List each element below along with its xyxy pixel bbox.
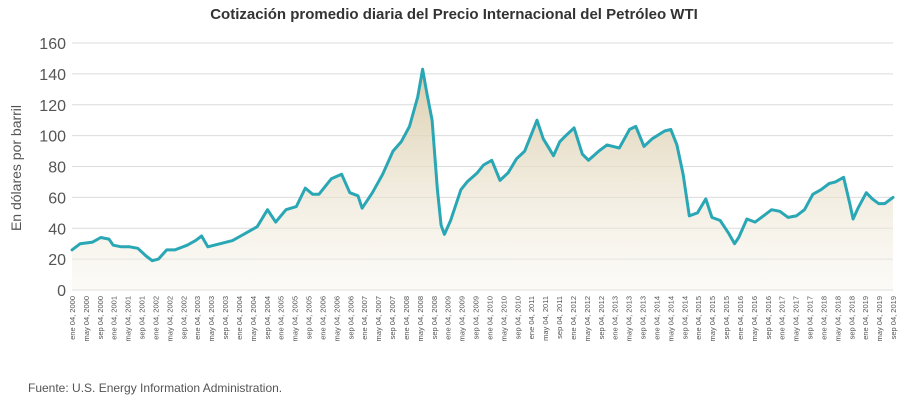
x-tick-label: may 04, 2018: [833, 296, 842, 341]
series-line: [70, 67, 895, 263]
x-tick-label: sep 04, 2005: [305, 296, 314, 339]
x-tick-label: may 04, 2007: [374, 296, 383, 341]
x-tick-label: may 04, 2011: [541, 296, 550, 341]
x-tick-label: may 04, 2009: [458, 296, 467, 341]
y-axis: 0 20 40 60 80 100 120 140 160: [39, 36, 66, 300]
x-tick-label: sep 04, 2012: [597, 296, 606, 339]
x-tick-label: sep 04, 2004: [263, 296, 272, 339]
x-tick-label: sep 04, 2015: [722, 296, 731, 339]
x-tick-label: sep 04, 2014: [680, 296, 689, 339]
x-tick-label: may 04, 2003: [207, 296, 216, 341]
x-tick-label: ene 04, 2016: [736, 296, 745, 340]
x-tick-label: may 04, 2004: [249, 296, 258, 341]
x-tick-label: may 04, 2015: [708, 296, 717, 341]
y-tick-label: 120: [39, 98, 66, 115]
x-axis: ene 04, 2000 may 04, 2000 sep 04, 2000 ene …: [68, 296, 898, 341]
x-tick-label: ene 04, 2012: [569, 296, 578, 340]
x-tick-label: ene 04, 2002: [152, 296, 161, 340]
x-tick-label: sep 04, 2009: [472, 296, 481, 339]
x-tick-label: may 04, 2014: [666, 296, 675, 341]
x-tick-label: may 04, 2019: [875, 296, 884, 341]
y-tick-label: 40: [48, 221, 66, 238]
y-tick-label: 160: [39, 36, 66, 53]
x-tick-label: ene 04, 2008: [402, 296, 411, 340]
x-tick-label: ene 04, 2015: [694, 296, 703, 340]
x-tick-label: ene 04, 2000: [68, 296, 77, 340]
x-tick-label: may 04, 2000: [82, 296, 91, 341]
x-tick-label: ene 04, 2005: [277, 296, 286, 340]
x-tick-label: ene 04, 2006: [319, 296, 328, 340]
x-tick-label: may 04, 2008: [416, 296, 425, 341]
x-tick-label: sep 04, 2019: [889, 296, 898, 339]
x-tick-label: sep 04, 2007: [388, 296, 397, 339]
x-tick-label: sep 04, 2010: [513, 296, 522, 339]
x-tick-label: sep 04, 2003: [221, 296, 230, 339]
y-tick-label: 20: [48, 252, 66, 269]
y-tick-label: 100: [39, 129, 66, 146]
x-tick-label: may 04, 2013: [625, 296, 634, 341]
y-tick-label: 140: [39, 67, 66, 84]
x-tick-label: may 04, 2016: [750, 296, 759, 341]
x-tick-label: ene 04, 2010: [486, 296, 495, 340]
x-tick-label: may 04, 2017: [792, 296, 801, 341]
x-tick-label: sep 04, 2008: [430, 296, 439, 339]
x-tick-label: ene 04, 2014: [652, 296, 661, 340]
x-tick-label: ene 04, 2004: [235, 296, 244, 340]
x-tick-label: sep 04, 2000: [96, 296, 105, 339]
x-tick-label: may 04, 2001: [124, 296, 133, 341]
x-tick-label: ene 04, 2017: [778, 296, 787, 340]
source-note: Fuente: U.S. Energy Information Administ…: [28, 381, 283, 395]
x-tick-label: ene 04, 2007: [360, 296, 369, 340]
x-tick-label: sep 04, 2018: [847, 296, 856, 339]
x-tick-label: may 04, 2005: [291, 296, 300, 341]
x-tick-label: ene 04, 2001: [110, 296, 119, 340]
y-tick-label: 0: [57, 283, 66, 300]
y-tick-label: 80: [48, 160, 66, 177]
x-tick-label: sep 04, 2011: [555, 296, 564, 339]
y-axis-label: En dólares por barril: [8, 105, 24, 231]
x-tick-label: sep 04, 2006: [346, 296, 355, 339]
x-tick-label: may 04, 2006: [332, 296, 341, 341]
x-tick-label: ene 04, 2003: [193, 296, 202, 340]
x-tick-label: ene 04, 2009: [444, 296, 453, 340]
y-tick-label: 60: [48, 190, 66, 207]
x-tick-label: ene 04, 2019: [861, 296, 870, 340]
x-tick-label: ene 04, 2013: [611, 296, 620, 340]
x-tick-label: sep 04, 2002: [179, 296, 188, 339]
x-tick-label: may 04, 2002: [165, 296, 174, 341]
x-tick-label: sep 04, 2001: [138, 296, 147, 339]
x-tick-label: may 04, 2012: [583, 296, 592, 341]
series-area: [72, 69, 893, 290]
x-tick-label: sep 04, 2013: [639, 296, 648, 339]
x-tick-label: ene 04, 2018: [819, 296, 828, 340]
x-tick-label: ene 04, 2011: [527, 296, 536, 339]
x-tick-label: sep 04, 2016: [764, 296, 773, 339]
chart-title: Cotización promedio diaria del Precio In…: [210, 6, 698, 23]
x-tick-label: may 04, 2010: [499, 296, 508, 341]
x-tick-label: sep 04, 2017: [806, 296, 815, 339]
